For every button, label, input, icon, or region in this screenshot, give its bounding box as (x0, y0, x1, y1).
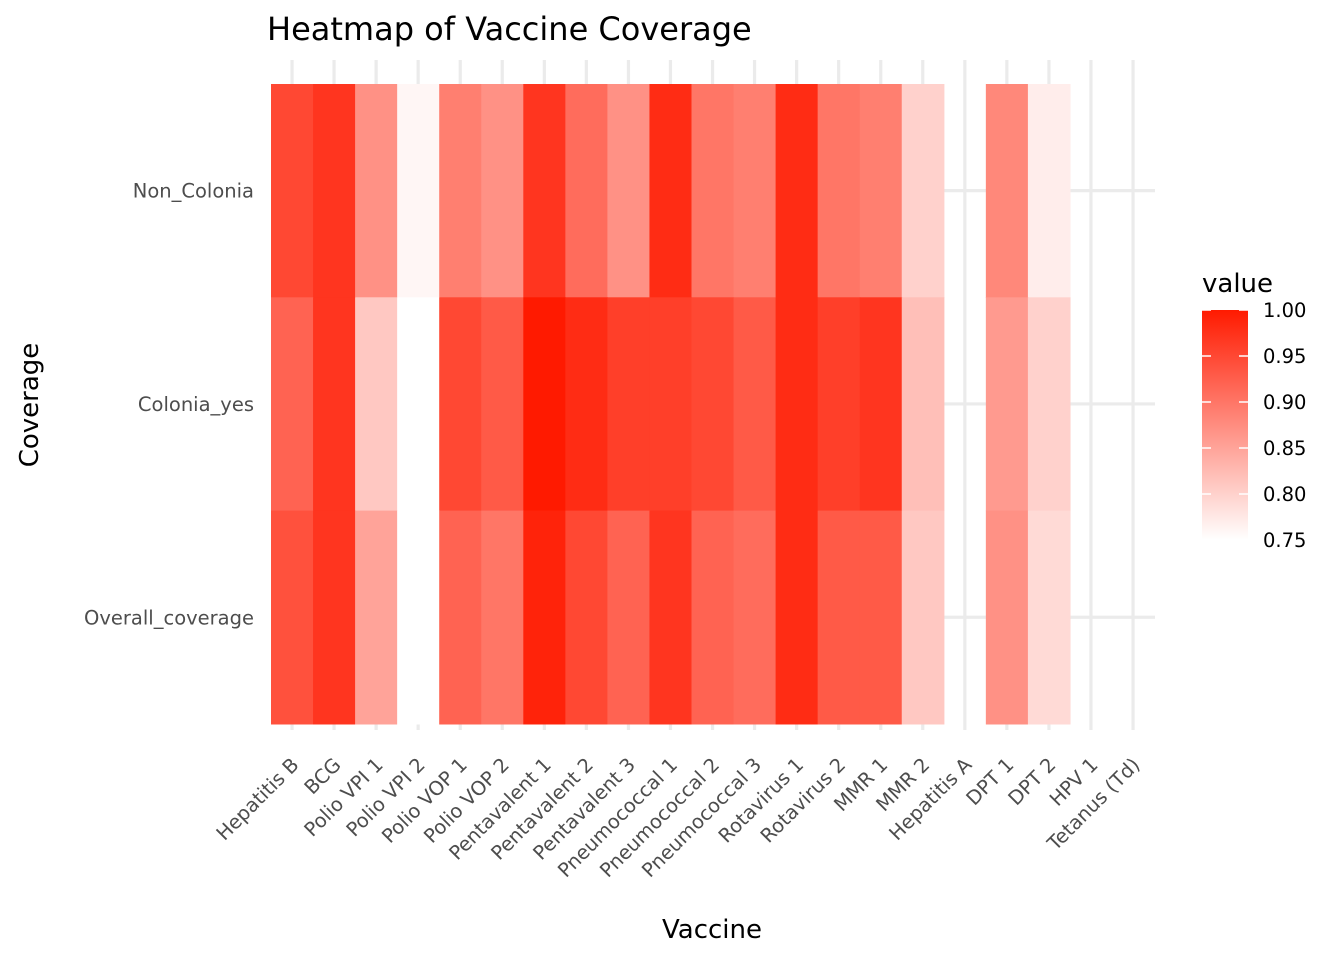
heatmap-cell (313, 297, 356, 512)
heatmap-cell (607, 297, 651, 512)
chart-title: Heatmap of Vaccine Coverage (267, 10, 752, 48)
heatmap-cell (439, 84, 482, 298)
heatmap-cell (649, 510, 693, 725)
y-tick-label: Overall_coverage (84, 606, 254, 629)
heatmap-cell (397, 297, 440, 512)
heatmap-cell (859, 510, 903, 725)
x-tick-label: DPT 1 (962, 753, 1019, 810)
heatmap-cell (481, 510, 524, 725)
heatmap-cell (565, 297, 608, 512)
heatmap-cell (901, 510, 945, 725)
heatmap-cell (523, 510, 566, 725)
legend-tick-label: 0.80 (1263, 483, 1306, 506)
heatmap-cell (817, 510, 861, 725)
heatmap-cell (481, 84, 524, 298)
heatmap-cell (313, 84, 356, 298)
heatmap-cell (1027, 510, 1071, 725)
legend-tick-label: 0.75 (1263, 529, 1306, 552)
heatmap-cell (481, 297, 524, 512)
heatmap-cell (985, 297, 1029, 512)
x-tick-label: Hepatitis B (212, 753, 304, 845)
heatmap-cell (439, 510, 482, 725)
heatmap-cell (439, 297, 482, 512)
heatmap-cell (271, 297, 314, 512)
heatmap-cell (397, 84, 440, 298)
heatmap-cell (985, 84, 1029, 298)
heatmap-cell (271, 510, 314, 725)
legend-tick-label: 0.95 (1263, 345, 1306, 368)
y-tick-labels: Non_Colonia Colonia_yes Overall_coverage (84, 180, 254, 630)
heatmap-cell (607, 84, 651, 298)
heatmap-cell (733, 297, 777, 512)
color-legend: value 0.75 0.80 0.85 0.90 0.95 1.00 (1202, 269, 1306, 552)
heatmap-cells (271, 84, 1071, 725)
heatmap-cell (649, 297, 693, 512)
heatmap-cell (1027, 297, 1071, 512)
y-tick-label: Non_Colonia (133, 180, 254, 203)
heatmap-cell (817, 297, 861, 512)
heatmap-cell (523, 297, 566, 512)
heatmap-cell (355, 84, 398, 298)
heatmap-cell (733, 84, 777, 298)
y-tick-label: Colonia_yes (138, 393, 254, 416)
legend-tick-label: 0.85 (1263, 437, 1306, 460)
heatmap-cell (523, 84, 566, 298)
legend-tick-label: 1.00 (1263, 299, 1306, 322)
heatmap-cell (649, 84, 693, 298)
heatmap-cell (859, 297, 903, 512)
y-axis-title: Coverage (15, 343, 45, 468)
legend-title: value (1202, 269, 1273, 299)
heatmap-cell (859, 84, 903, 298)
x-axis-title: Vaccine (662, 915, 762, 945)
heatmap-cell (313, 510, 356, 725)
heatmap-cell (691, 510, 735, 725)
legend-colorbar (1202, 310, 1248, 540)
heatmap-cell (691, 84, 735, 298)
heatmap-cell (775, 510, 819, 725)
heatmap-cell (775, 297, 819, 512)
heatmap-cell (607, 510, 651, 725)
heatmap-cell (271, 84, 314, 298)
heatmap-cell (1027, 84, 1071, 298)
heatmap-cell (355, 510, 398, 725)
heatmap-cell (565, 84, 608, 298)
heatmap-cell (901, 84, 945, 298)
heatmap-cell (733, 510, 777, 725)
legend-tick-label: 0.90 (1263, 391, 1306, 414)
heatmap-cell (397, 510, 440, 725)
heatmap-cell (817, 84, 861, 298)
heatmap-cell (691, 297, 735, 512)
heatmap-cell (985, 510, 1029, 725)
heatmap-cell (565, 510, 608, 725)
heatmap-cell (775, 84, 819, 298)
heatmap-cell (901, 297, 945, 512)
heatmap-cell (355, 297, 398, 512)
